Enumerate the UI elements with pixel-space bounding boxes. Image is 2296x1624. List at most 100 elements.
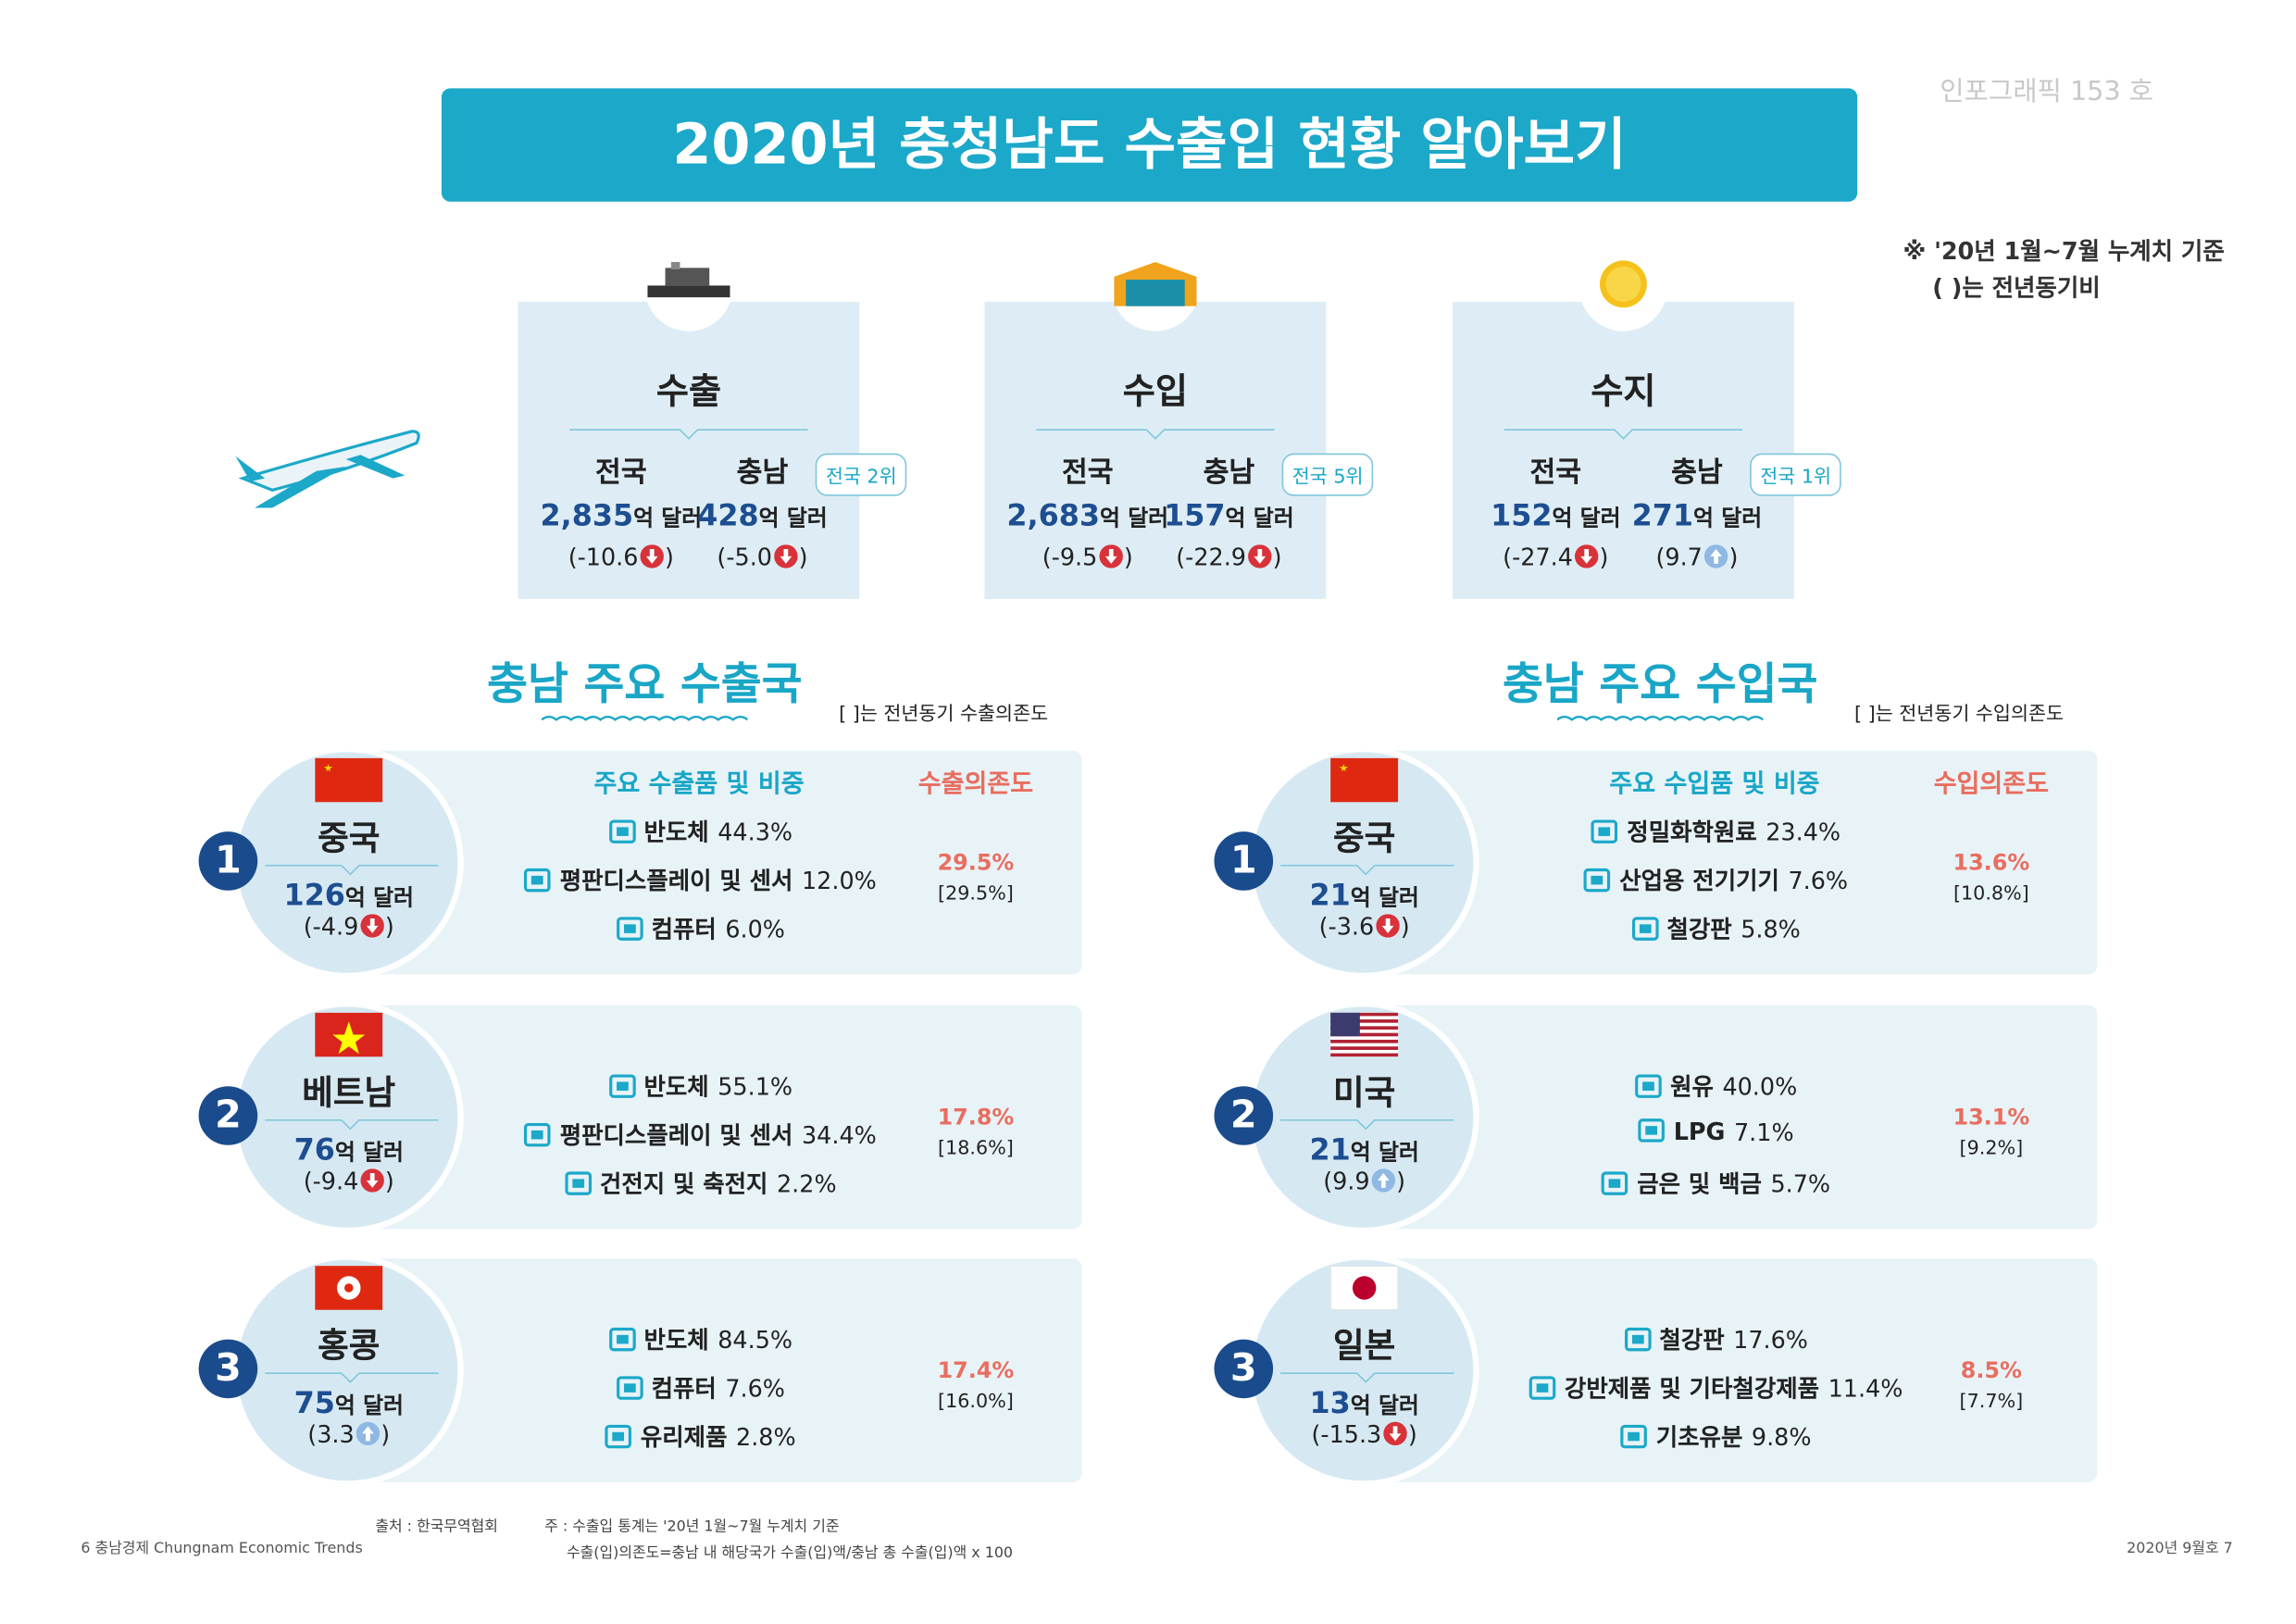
page-left: 6 충남경제 Chungnam Economic Trends <box>81 1541 363 1557</box>
amount-value: 21 <box>1309 1131 1351 1168</box>
change-close: ) <box>1728 543 1739 571</box>
icon <box>616 1375 643 1400</box>
flag <box>1329 1265 1400 1316</box>
change-value: (-27.4 <box>1503 543 1573 571</box>
country-circle <box>1246 745 1479 980</box>
product-icon <box>613 1372 645 1407</box>
label: 충남 <box>736 456 789 489</box>
product-name: 원유 <box>1670 1072 1714 1102</box>
amount: 2,683억 달러 <box>999 497 1176 532</box>
arrow <box>359 1168 384 1192</box>
arrow <box>1703 543 1728 568</box>
arrow <box>1375 913 1400 937</box>
amount-unit: 억 달러 <box>633 505 703 531</box>
product: 정밀화학원료 23.4% <box>1501 813 1928 852</box>
summary-icon <box>1111 259 1199 319</box>
arrow <box>1371 1168 1395 1192</box>
label: 전국 <box>595 456 647 489</box>
summary-title: 수출 <box>655 370 722 413</box>
country-name: 중국 <box>1332 819 1396 858</box>
change-arrow <box>359 1168 384 1197</box>
product: 반도체 84.5% <box>486 1320 913 1359</box>
change: (-15.3) <box>1246 1420 1481 1451</box>
change-close: ) <box>1407 1420 1417 1449</box>
product: 컴퓨터 6.0% <box>486 909 913 948</box>
flag-svg <box>315 1012 383 1057</box>
change: (9.7) <box>1609 543 1786 574</box>
product-share: 7.6% <box>1788 867 1849 895</box>
dependency: 8.5% <box>1960 1356 2022 1384</box>
product-icon <box>1632 1071 1665 1106</box>
wave-svg <box>1556 715 1765 721</box>
divider <box>1036 419 1275 447</box>
flag <box>315 1266 383 1316</box>
product-share: 7.1% <box>1733 1118 1794 1146</box>
amount: 13억 달러 <box>1246 1385 1481 1420</box>
product-name: 반도체 <box>643 1072 709 1102</box>
change: (-5.0) <box>674 543 851 574</box>
summary-title: 수지 <box>1591 370 1656 413</box>
icon <box>564 1170 592 1195</box>
change-value: (-10.6 <box>568 543 639 571</box>
icon <box>1631 916 1658 941</box>
change-value: (9.9 <box>1323 1167 1370 1195</box>
product-share: 2.2% <box>776 1169 837 1199</box>
summary-title: 수입 <box>1122 370 1189 413</box>
product: 컴퓨터 7.6% <box>486 1368 913 1407</box>
dependency-prev: [18.6%] <box>938 1137 1014 1160</box>
product: 반도체 44.3% <box>486 813 913 852</box>
icon <box>1638 1118 1666 1143</box>
product-name: 컴퓨터 <box>651 915 717 943</box>
badge: 인포그래픽 153 호 <box>1940 76 2154 108</box>
icon <box>1529 1375 1556 1400</box>
col-header: 수입의존도 <box>1933 769 2050 800</box>
divider <box>265 1108 439 1136</box>
amount-value: 126 <box>283 877 345 913</box>
amount-unit: 억 달러 <box>1100 505 1169 531</box>
product-share: 84.5% <box>718 1326 793 1355</box>
amount-value: 271 <box>1631 497 1694 533</box>
amount: 21억 달러 <box>1246 1131 1481 1167</box>
product-share: 6.0% <box>725 915 785 943</box>
change-close: ) <box>381 1420 391 1449</box>
rank-badge: 1 <box>198 831 258 891</box>
flag <box>315 1012 383 1063</box>
dependency-prev: [29.5%] <box>938 882 1014 906</box>
change-arrow <box>356 1420 380 1451</box>
amount-value: 76 <box>293 1131 335 1168</box>
divider-svg <box>1036 429 1275 440</box>
amount: 271억 달러 <box>1609 497 1786 532</box>
product-icon <box>1527 1372 1559 1407</box>
change-close: ) <box>1123 543 1133 571</box>
country-name: 미국 <box>1332 1074 1396 1113</box>
product-icon <box>1635 1116 1667 1151</box>
arrow <box>1098 543 1123 568</box>
divider-svg <box>1280 1372 1454 1383</box>
flag-svg <box>315 1266 383 1310</box>
product: 평판디스플레이 및 센서 34.4% <box>486 1116 913 1155</box>
product: LPG 7.1% <box>1501 1116 1928 1151</box>
change-close: ) <box>1396 1167 1406 1195</box>
icon <box>1620 1424 1648 1448</box>
rank-callout: 전국 5위 <box>1281 453 1374 496</box>
product-name: 평판디스플레이 및 센서 <box>559 867 793 895</box>
divider <box>1280 1108 1454 1136</box>
amount-unit: 억 달러 <box>334 1139 404 1167</box>
amount-value: 428 <box>697 497 759 533</box>
product-share: 44.3% <box>718 818 793 847</box>
product-share: 23.4% <box>1766 818 1841 847</box>
rank-callout: 전국 1위 <box>1750 453 1842 496</box>
product-icon <box>521 1119 554 1155</box>
amount-unit: 억 달러 <box>1350 1139 1419 1167</box>
product-icon <box>613 913 645 948</box>
product-icon <box>605 816 638 851</box>
page-right: 2020년 9월호 7 <box>2127 1541 2233 1557</box>
country-name: 베트남 <box>302 1074 396 1113</box>
product-icon <box>1589 816 1621 851</box>
divider <box>1280 854 1454 881</box>
amount: 428억 달러 <box>674 497 851 532</box>
product-name: 컴퓨터 <box>651 1374 717 1403</box>
product-share: 5.8% <box>1741 915 1801 943</box>
section-note: [ ]는 전년동기 수출의존도 <box>839 703 1049 726</box>
divider-svg <box>569 429 808 440</box>
